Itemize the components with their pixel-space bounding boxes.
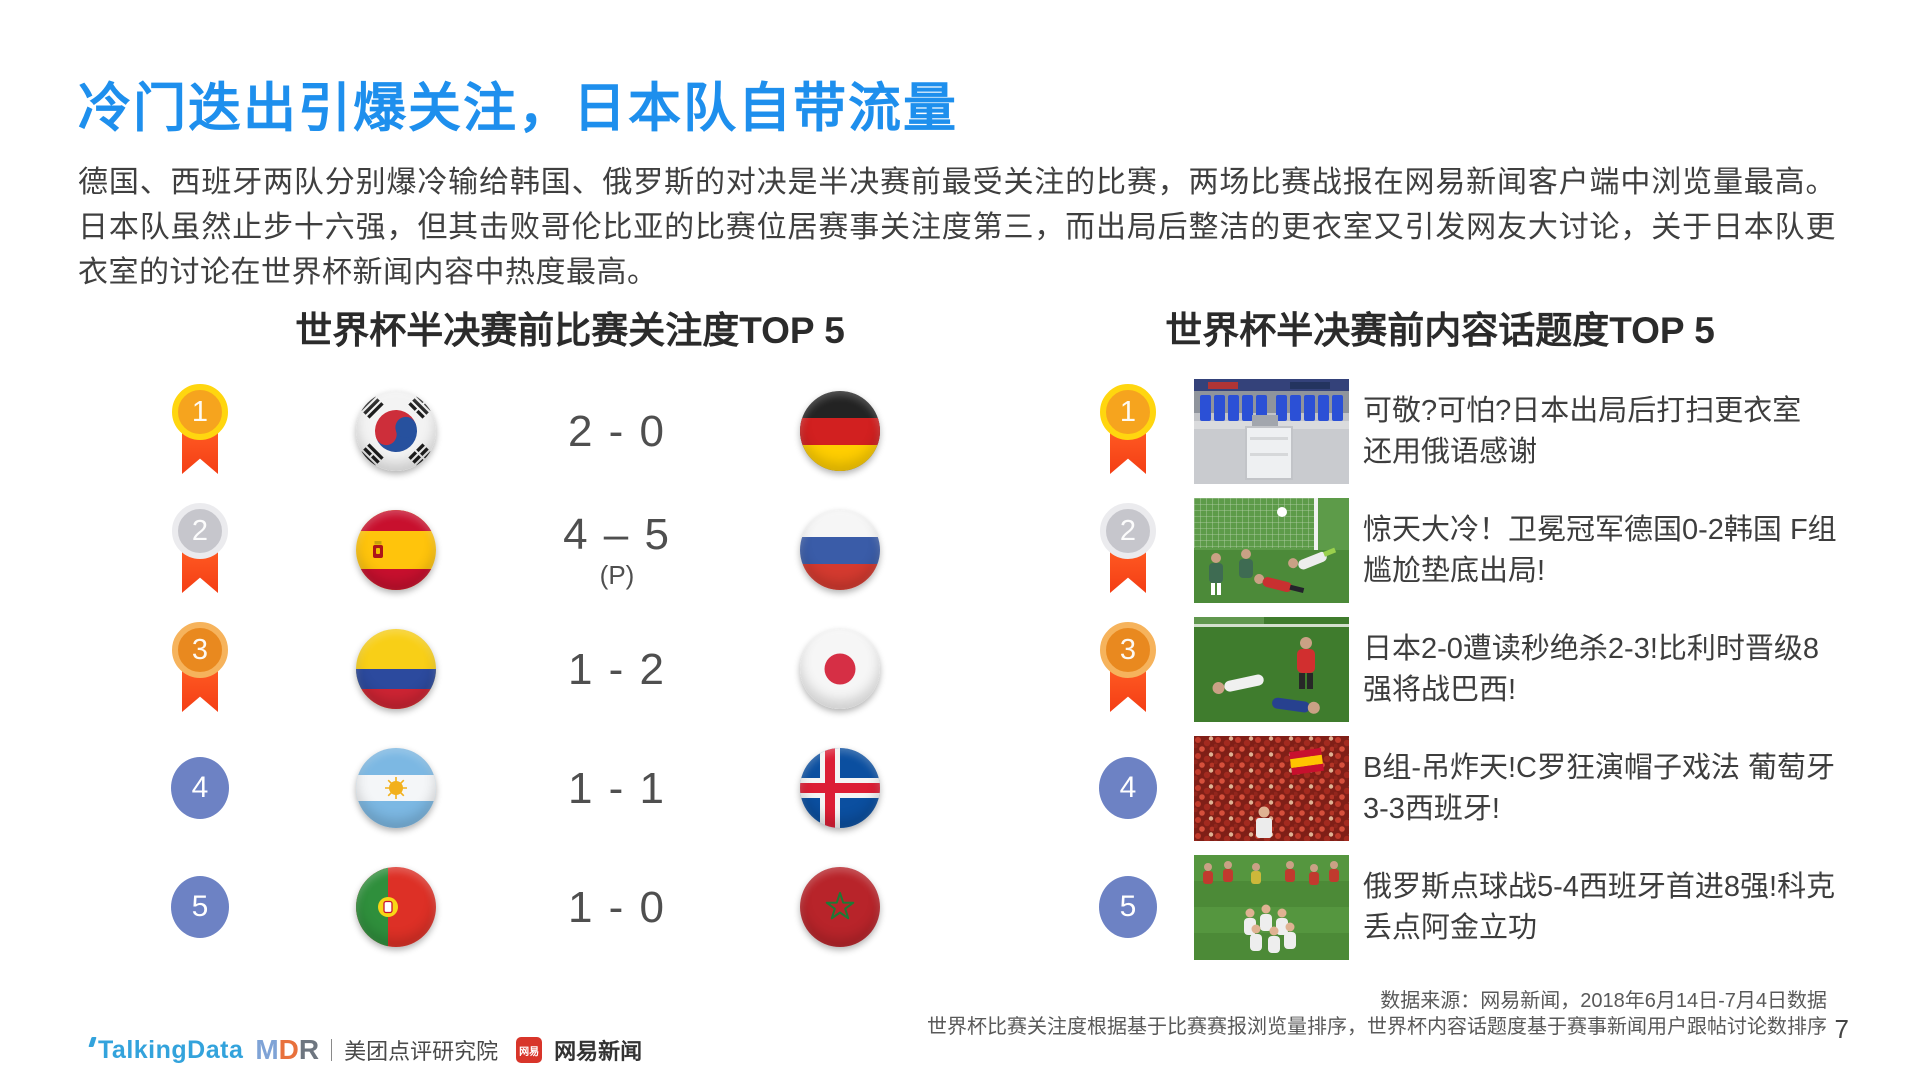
rank-number: 3: [191, 633, 209, 666]
bronze-medal-icon: 3: [172, 622, 228, 718]
match-score: 1 - 0: [497, 848, 737, 967]
medal-disc: 2: [172, 503, 228, 559]
colombia-flag-icon: [356, 629, 436, 709]
score-text: 1 - 0: [567, 882, 667, 932]
argentina-flag-icon: [356, 748, 436, 828]
rank-number: 1: [1119, 395, 1137, 428]
news-row-5: 5 俄罗斯点球战5-4西班牙首进8强!科克丢点阿金立功: [1090, 848, 1850, 967]
bronze-medal-icon: 3: [1100, 622, 1156, 718]
pitch-players-thumbnail: [1194, 617, 1349, 722]
japan-flag-icon: [800, 629, 880, 709]
rank-number: 5: [191, 890, 209, 923]
source-line-2: 世界杯比赛关注度根据基于比赛赛报浏览量排序，世界杯内容话题度基于赛事新闻用户跟帖…: [927, 1016, 1827, 1038]
score-note: (P): [599, 560, 635, 590]
score-text: 1 - 1: [567, 763, 667, 813]
meituan-research-label: 美团点评研究院: [344, 1039, 499, 1064]
footer-logos: TalkingData MDR 美团点评研究院 网易 网易新闻: [88, 1034, 643, 1066]
medal-disc: 3: [1100, 622, 1156, 678]
medal-disc: 1: [1100, 384, 1156, 440]
logo-divider: [331, 1039, 333, 1061]
news-row-3: 3 日本2-0遭读秒绝杀2-3!比利时晋级8强将战巴西!: [1090, 610, 1850, 729]
right-section-header: 世界杯半决赛前内容话题度TOP 5: [1165, 310, 1715, 351]
mdr-logo: MDR: [255, 1034, 320, 1065]
score-text: 2 - 0: [567, 406, 667, 456]
spain-flag-icon: [356, 510, 436, 590]
rank-number: 4: [1119, 771, 1137, 804]
medal-disc: 3: [172, 622, 228, 678]
talkingdata-label: TalkingData: [98, 1035, 244, 1064]
celebration-thumbnail: [1194, 855, 1349, 960]
gold-medal-icon: 1: [1100, 384, 1156, 480]
rank-5-badge: 5: [171, 876, 229, 938]
rank-number: 4: [191, 771, 209, 804]
page-title: 冷门迭出引爆关注，日本队自带流量: [78, 79, 958, 138]
match-row-1: 1 2 - 0: [120, 372, 920, 491]
germany-flag-icon: [800, 391, 880, 471]
silver-medal-icon: 2: [1100, 503, 1156, 599]
score-text: 4 – 5: [563, 510, 671, 559]
match-row-2: 2 4 – 5 (P): [120, 491, 920, 610]
match-score: 2 - 0: [497, 372, 737, 491]
rank-5-badge: 5: [1099, 876, 1157, 938]
news-row-4: 4 B组-吊炸天!C罗狂演帽子戏法 葡萄牙3-3西班牙!: [1090, 729, 1850, 848]
goal-scene-thumbnail: [1194, 498, 1349, 603]
news-headline: B组-吊炸天!C罗狂演帽子戏法 葡萄牙3-3西班牙!: [1363, 751, 1836, 825]
match-score: 4 – 5 (P): [497, 491, 737, 610]
source-line-1: 数据来源：网易新闻，2018年6月14日-7月4日数据: [1380, 990, 1827, 1012]
score-text: 1 - 2: [567, 644, 667, 694]
silver-medal-icon: 2: [172, 503, 228, 599]
data-source-note: 数据来源：网易新闻，2018年6月14日-7月4日数据 世界杯比赛关注度根据基于…: [627, 988, 1827, 1040]
russia-flag-icon: [800, 510, 880, 590]
intro-paragraph: 德国、西班牙两队分别爆冷输给韩国、俄罗斯的对决是半决赛前最受关注的比赛，两场比赛…: [78, 166, 1836, 289]
news-headline: 日本2-0遭读秒绝杀2-3!比利时晋级8强将战巴西!: [1363, 632, 1820, 706]
fans-crowd-thumbnail: [1194, 736, 1349, 841]
talkingdata-logo: TalkingData: [88, 1035, 244, 1065]
news-row-2: 2 惊天大冷！卫冕冠军德国0-2韩国 F组尴尬垫底出局!: [1090, 491, 1850, 610]
rank-number: 5: [1119, 890, 1137, 923]
rank-number: 2: [1119, 514, 1137, 547]
rank-number: 3: [1119, 633, 1137, 666]
rank-number: 1: [191, 395, 209, 428]
match-score: 1 - 2: [497, 610, 737, 729]
south-korea-flag-icon: [356, 391, 436, 471]
rank-4-badge: 4: [171, 757, 229, 819]
news-headline: 可敬?可怕?日本出局后打扫更衣室 还用俄语感谢: [1363, 394, 1802, 468]
iceland-flag-icon: [800, 748, 880, 828]
rank-4-badge: 4: [1099, 757, 1157, 819]
medal-disc: 2: [1100, 503, 1156, 559]
page-number: 7: [1834, 1014, 1849, 1044]
match-row-5: 5 1 - 0: [120, 848, 920, 967]
news-row-1: 1 可敬?可怕?日本出局后打扫更衣室 还用俄语感谢: [1090, 372, 1850, 491]
match-score: 1 - 1: [497, 729, 737, 848]
portugal-flag-icon: [356, 867, 436, 947]
netease-logo-icon: 网易: [516, 1037, 543, 1063]
news-headline: 惊天大冷！卫冕冠军德国0-2韩国 F组尴尬垫底出局!: [1363, 513, 1837, 587]
match-row-3: 3 1 - 2: [120, 610, 920, 729]
match-row-4: 4 1 - 1: [120, 729, 920, 848]
medal-disc: 1: [172, 384, 228, 440]
gold-medal-icon: 1: [172, 384, 228, 480]
netease-news-label: 网易新闻: [554, 1039, 643, 1064]
rank-number: 2: [191, 514, 209, 547]
locker-room-thumbnail: [1194, 379, 1349, 484]
talkingdata-tick-icon: [88, 1036, 97, 1047]
morocco-flag-icon: [800, 867, 880, 947]
left-section-header: 世界杯半决赛前比赛关注度TOP 5: [295, 310, 845, 351]
news-headline: 俄罗斯点球战5-4西班牙首进8强!科克丢点阿金立功: [1363, 870, 1836, 944]
